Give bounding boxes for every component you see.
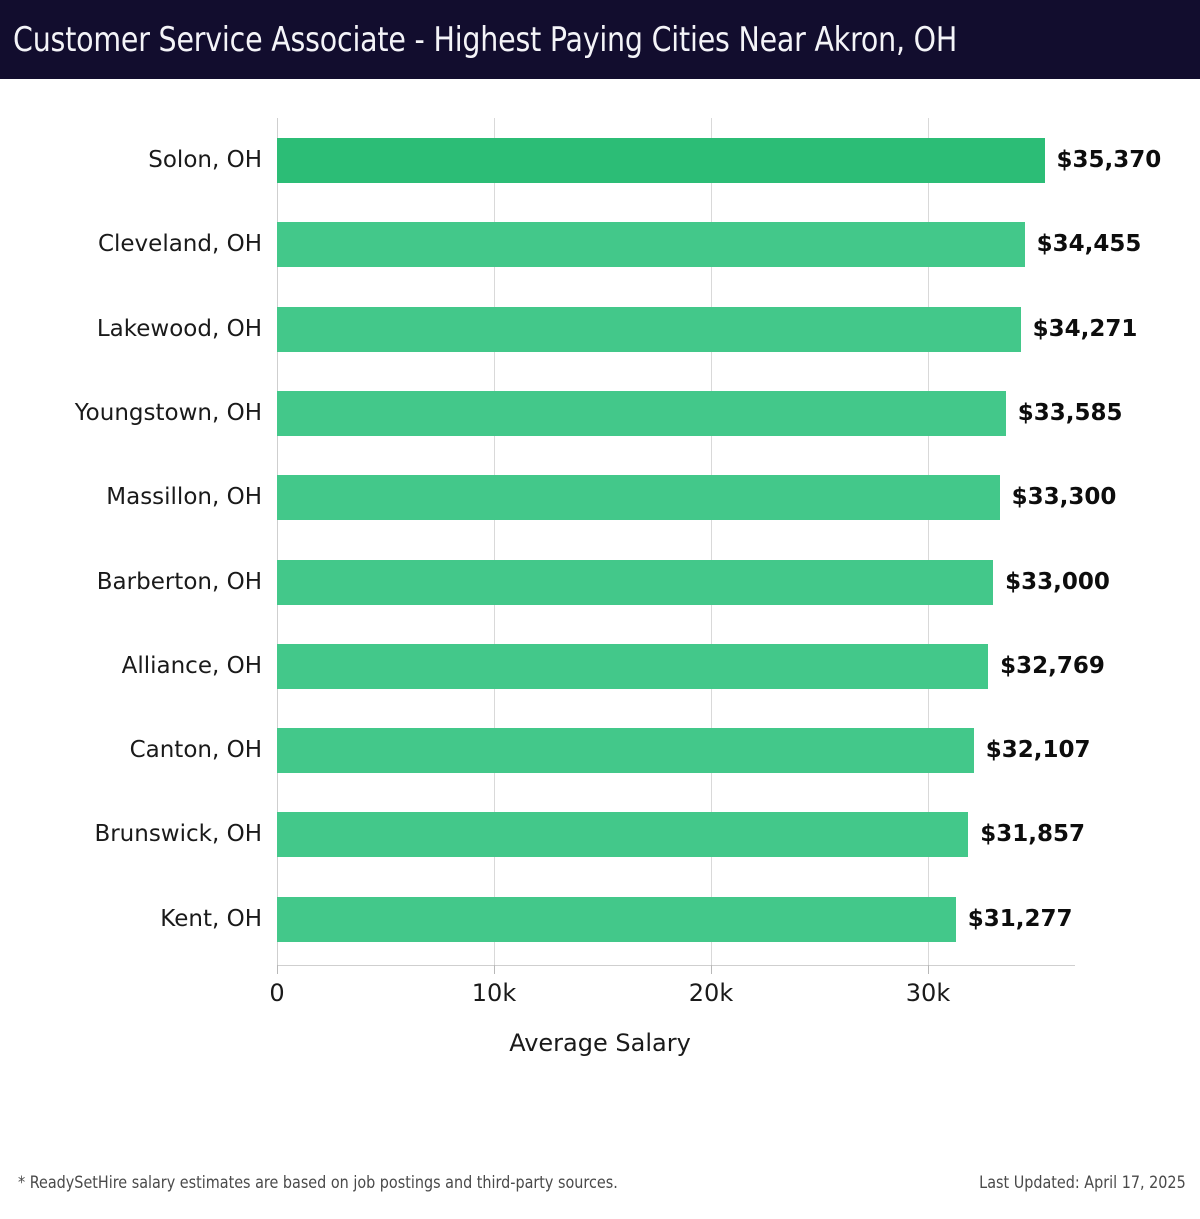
bar-row: Canton, OH $32,107	[0, 728, 1200, 774]
bar-row: Lakewood, OH $34,271	[0, 306, 1200, 352]
bar-value-label: $31,857	[980, 821, 1086, 848]
bar-row: Cleveland, OH $34,455	[0, 222, 1200, 268]
tick-mark	[711, 965, 712, 974]
category-label: Kent, OH	[160, 905, 262, 932]
bar-row: Kent, OH $31,277	[0, 896, 1200, 942]
bar-row: Brunswick, OH $31,857	[0, 812, 1200, 858]
category-label: Barberton, OH	[96, 568, 262, 595]
bar[interactable]	[277, 728, 974, 774]
x-tick-label: 30k	[905, 979, 951, 1007]
bar-row: Barberton, OH $33,000	[0, 559, 1200, 605]
gridline	[711, 118, 712, 965]
chart-header-bar: Customer Service Associate - Highest Pay…	[0, 0, 1200, 79]
category-label: Youngstown, OH	[74, 399, 262, 426]
bar-row: Solon, OH $35,370	[0, 138, 1200, 183]
bar-value-label: $33,300	[1011, 484, 1117, 511]
x-tick-label: 10k	[471, 979, 517, 1007]
bar-value-label: $31,277	[967, 905, 1073, 932]
chart-footer: * ReadySetHire salary estimates are base…	[0, 1173, 1200, 1219]
bar-value-label: $32,769	[1000, 652, 1105, 679]
bar-value-label: $34,455	[1036, 231, 1142, 258]
bar[interactable]	[277, 390, 1006, 436]
category-label: Brunswick, OH	[94, 821, 262, 848]
gridline	[494, 118, 495, 965]
bar[interactable]	[277, 643, 989, 689]
bar-value-label: $35,370	[1056, 147, 1162, 173]
bar[interactable]	[277, 475, 1000, 521]
chart-canvas: Solon, OH $35,370 Cleveland, OH $34,455 Lake…	[0, 79, 1200, 1193]
footnote-text: * ReadySetHire salary estimates are base…	[18, 1173, 618, 1193]
tick-mark	[928, 965, 929, 974]
category-label: Massillon, OH	[106, 484, 262, 511]
bar-value-label: $33,585	[1017, 399, 1123, 426]
tick-mark	[494, 965, 495, 974]
tick-mark	[277, 965, 278, 974]
x-tick-label: 0	[269, 979, 285, 1007]
category-label: Solon, OH	[148, 147, 262, 173]
bar-value-label: $33,000	[1005, 568, 1110, 595]
x-axis-line	[277, 965, 1075, 966]
bar[interactable]	[277, 559, 994, 605]
bar-value-label: $32,107	[985, 737, 1091, 764]
bar-row: Massillon, OH $33,300	[0, 475, 1200, 521]
category-label: Lakewood, OH	[96, 315, 262, 342]
bar-value-label: $34,271	[1032, 315, 1138, 342]
category-label: Alliance, OH	[121, 652, 262, 679]
bar[interactable]	[277, 138, 1045, 183]
page-title: Customer Service Associate - Highest Pay…	[13, 19, 958, 60]
y-axis-line	[277, 118, 278, 965]
gridline	[928, 118, 929, 965]
bar[interactable]	[277, 222, 1025, 268]
last-updated-text: Last Updated: April 17, 2025	[979, 1173, 1186, 1193]
bar[interactable]	[277, 306, 1021, 352]
bar-row: Alliance, OH $32,769	[0, 643, 1200, 689]
bar[interactable]	[277, 812, 969, 858]
x-tick-label: 20k	[688, 979, 734, 1007]
x-axis-title: Average Salary	[509, 1029, 691, 1057]
bar-row: Youngstown, OH $33,585	[0, 390, 1200, 436]
category-label: Cleveland, OH	[97, 231, 262, 258]
category-label: Canton, OH	[129, 737, 262, 764]
bar[interactable]	[277, 896, 956, 942]
